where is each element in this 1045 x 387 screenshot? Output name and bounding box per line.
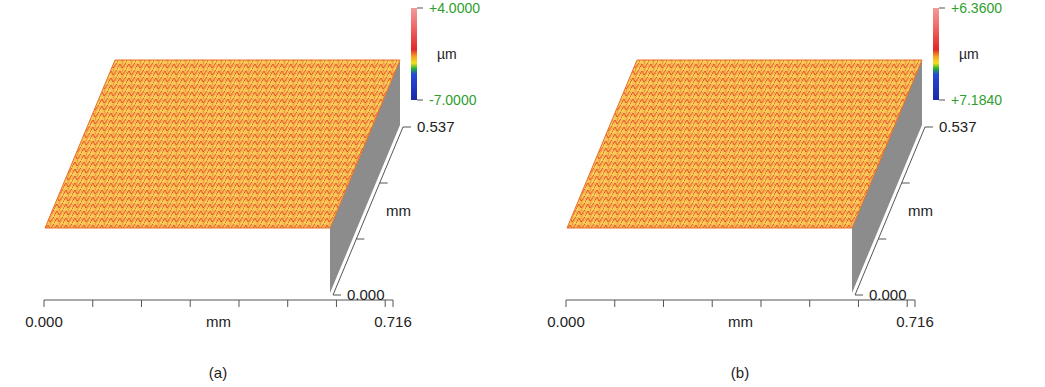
svg-text:+4.0000: +4.0000 (429, 0, 480, 16)
svg-text:µm: µm (959, 46, 979, 62)
svg-text:0.000: 0.000 (347, 286, 385, 303)
svg-text:mm: mm (728, 313, 753, 330)
svg-text:0.537: 0.537 (939, 118, 977, 135)
svg-text:0.000: 0.000 (25, 313, 63, 330)
svg-text:(b): (b) (731, 364, 749, 381)
svg-text:mm: mm (908, 202, 933, 219)
svg-text:0.716: 0.716 (896, 313, 934, 330)
svg-text:0.716: 0.716 (374, 313, 412, 330)
svg-text:mm: mm (206, 313, 231, 330)
svg-text:-7.0000: -7.0000 (429, 92, 477, 108)
svg-text:0.537: 0.537 (417, 118, 455, 135)
svg-text:0.000: 0.000 (869, 286, 907, 303)
svg-text:(a): (a) (209, 364, 227, 381)
svg-text:0.000: 0.000 (547, 313, 585, 330)
svg-text:µm: µm (437, 46, 457, 62)
svg-text:+6.3600: +6.3600 (951, 0, 1002, 16)
svg-text:mm: mm (386, 202, 411, 219)
svg-text:+7.1840: +7.1840 (951, 92, 1002, 108)
